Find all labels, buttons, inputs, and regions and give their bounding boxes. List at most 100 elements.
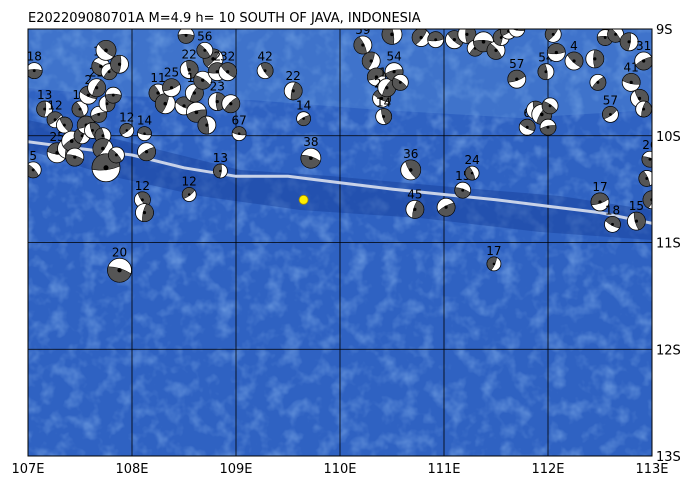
focal-mechanisms: 1851312251222219121412201125221823223155… <box>27 17 657 283</box>
focal-mechanism: 17 <box>486 244 502 272</box>
focal-mechanism: 57 <box>507 57 527 89</box>
focal-mechanism <box>638 170 652 187</box>
lon-label: 107E <box>11 462 44 477</box>
depth-label: 20 <box>112 245 127 259</box>
depth-label: 17 <box>486 244 501 258</box>
focal-mechanism: 63 <box>544 29 562 43</box>
depth-label: 22 <box>182 48 197 62</box>
lon-label: 113E <box>635 462 668 477</box>
focal-mechanism <box>154 93 176 115</box>
depth-label: 11 <box>150 71 165 85</box>
depth-label: 8 <box>601 17 609 31</box>
lon-label: 110E <box>323 462 356 477</box>
depth-label: 45 <box>407 187 422 201</box>
depth-label: 25 <box>164 66 179 80</box>
focal-mechanism: 22 <box>283 69 303 101</box>
lat-label: 11S <box>656 237 681 252</box>
focal-mechanism: 25 <box>162 66 181 98</box>
plate-boundary-line <box>28 140 652 225</box>
depth-label: 36 <box>403 147 418 161</box>
focal-mechanism: 56 <box>196 29 214 59</box>
focal-mechanism: 57 <box>602 93 619 123</box>
depth-label: 13 <box>213 151 228 165</box>
focal-mechanism: 24 <box>464 153 480 181</box>
focal-mechanism <box>541 97 559 115</box>
focal-mechanism <box>221 94 241 114</box>
focal-mechanism <box>137 142 156 162</box>
lat-label: 12S <box>656 343 681 358</box>
focal-mechanism: 15 <box>627 199 646 231</box>
depth-label: 5 <box>29 149 37 163</box>
depth-label: 2 <box>84 73 92 87</box>
focal-mechanism: 18 <box>27 50 43 80</box>
depth-label: 17 <box>592 180 607 194</box>
depth-label: 26 <box>642 138 657 152</box>
focal-mechanism: 7 <box>607 29 624 43</box>
depth-label: 54 <box>386 50 401 64</box>
focal-mechanism <box>108 146 125 164</box>
depth-label: 57 <box>603 93 618 107</box>
focal-mechanism <box>391 73 409 91</box>
depth-label: 24 <box>464 153 479 167</box>
focal-mechanism <box>104 86 122 104</box>
focal-mechanism <box>95 39 117 61</box>
focal-mechanism <box>436 197 456 217</box>
depth-label: 22 <box>286 69 301 83</box>
focal-mechanism <box>135 203 154 223</box>
depth-label: 23 <box>210 80 225 94</box>
focal-mechanism: 26 <box>641 138 657 168</box>
focal-mechanism: 18 <box>604 203 621 233</box>
depth-label: 32 <box>220 50 235 64</box>
focal-mechanism <box>486 40 506 60</box>
lon-label: 109E <box>219 462 252 477</box>
focal-mechanism: 13 <box>36 88 54 118</box>
depth-label: 2 <box>213 50 221 64</box>
depth-label: 18 <box>27 50 42 64</box>
depth-label: 14 <box>296 99 311 113</box>
focal-mechanism <box>361 51 381 71</box>
depth-label: 31 <box>636 39 651 53</box>
focal-mechanism <box>546 43 566 62</box>
focal-mechanism: 59 <box>353 23 373 55</box>
depth-label: 15 <box>629 199 644 213</box>
focal-mechanism: 67 <box>231 114 247 142</box>
focal-mechanism <box>635 100 652 118</box>
lat-label: 9S <box>656 23 673 38</box>
lon-label: 112E <box>531 462 564 477</box>
focal-mechanism: 12 <box>133 179 151 209</box>
focal-mechanism: 60 <box>427 19 445 49</box>
lat-label: 13S <box>656 450 681 465</box>
focal-mechanism <box>110 54 129 74</box>
focal-mechanism: 32 <box>218 50 238 82</box>
focal-mechanism <box>186 101 207 123</box>
focal-mechanism: 4 <box>564 39 584 71</box>
depth-label: 14 <box>376 96 391 110</box>
focal-mechanism: 36 <box>400 147 422 181</box>
map-frame <box>27 28 653 457</box>
lon-label: 108E <box>115 462 148 477</box>
depth-label: 42 <box>257 50 272 64</box>
lat-label: 10S <box>656 130 681 145</box>
focal-mechanism: 20 <box>107 245 132 283</box>
depth-label: 59 <box>355 23 370 37</box>
map-title: E202209080701A M=4.9 h= 10 SOUTH OF JAVA… <box>28 11 421 26</box>
focal-mechanism: 17 <box>590 180 610 212</box>
focal-mechanism: 41 <box>381 29 403 45</box>
focal-mechanism: 14 <box>137 114 152 142</box>
depth-label: 25 <box>49 130 64 144</box>
depth-label: 56 <box>197 29 212 43</box>
depth-label: 60 <box>428 19 443 33</box>
depth-label: 12 <box>182 174 197 188</box>
focal-mechanism <box>457 29 477 44</box>
focal-mechanism <box>642 190 652 210</box>
focal-mechanism <box>585 49 605 69</box>
depth-label: 38 <box>303 135 318 149</box>
focal-mechanism <box>90 106 108 123</box>
focal-mechanism <box>65 147 85 167</box>
depth-label: 12 <box>135 179 150 193</box>
focal-mechanism: 5 <box>28 149 42 179</box>
focal-mechanism <box>619 32 639 52</box>
depth-label: 13 <box>37 88 52 102</box>
depth-label: 67 <box>231 114 246 128</box>
